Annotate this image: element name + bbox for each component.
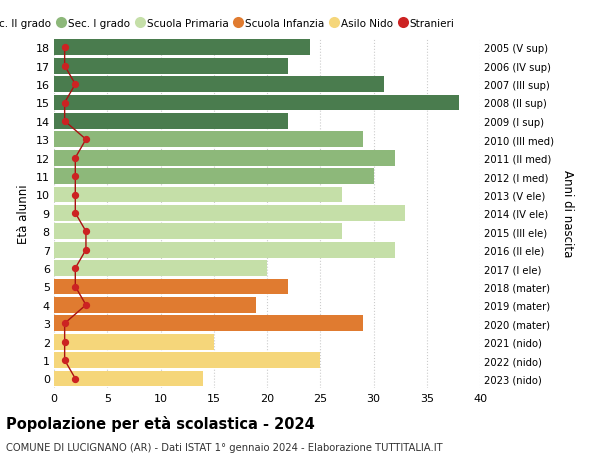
Point [71,155,80,162]
Point [60,45,70,52]
Point [81,136,91,144]
Point [81,246,91,254]
Bar [54,316,363,331]
Point [60,320,70,327]
Bar [54,77,384,93]
Bar [54,59,289,74]
Point [71,191,80,199]
Legend: Sec. II grado, Sec. I grado, Scuola Primaria, Scuola Infanzia, Asilo Nido, Stran: Sec. II grado, Sec. I grado, Scuola Prim… [0,15,459,33]
Point [81,302,91,309]
Bar [54,353,320,368]
Bar [54,297,256,313]
Bar [54,334,214,350]
Point [60,357,70,364]
Point [60,118,70,125]
Point [60,338,70,346]
Point [71,283,80,291]
Point [60,63,70,70]
Bar [54,114,289,129]
Bar [54,206,406,221]
Bar [54,151,395,166]
Point [60,100,70,107]
Point [71,210,80,217]
Point [71,173,80,180]
Text: Popolazione per età scolastica - 2024: Popolazione per età scolastica - 2024 [6,415,315,431]
Bar [54,224,341,240]
Point [71,265,80,272]
Bar [54,169,373,185]
Y-axis label: Anni di nascita: Anni di nascita [560,170,574,257]
Bar [54,132,363,148]
Text: COMUNE DI LUCIGNANO (AR) - Dati ISTAT 1° gennaio 2024 - Elaborazione TUTTITALIA.: COMUNE DI LUCIGNANO (AR) - Dati ISTAT 1°… [6,442,443,452]
Point [81,228,91,235]
Bar [54,279,289,295]
Bar [54,187,341,203]
Y-axis label: Età alunni: Età alunni [17,184,30,243]
Point [71,81,80,89]
Bar [54,95,459,111]
Bar [54,40,310,56]
Bar [54,371,203,386]
Point [71,375,80,382]
Bar [54,242,395,258]
Bar [54,261,267,276]
